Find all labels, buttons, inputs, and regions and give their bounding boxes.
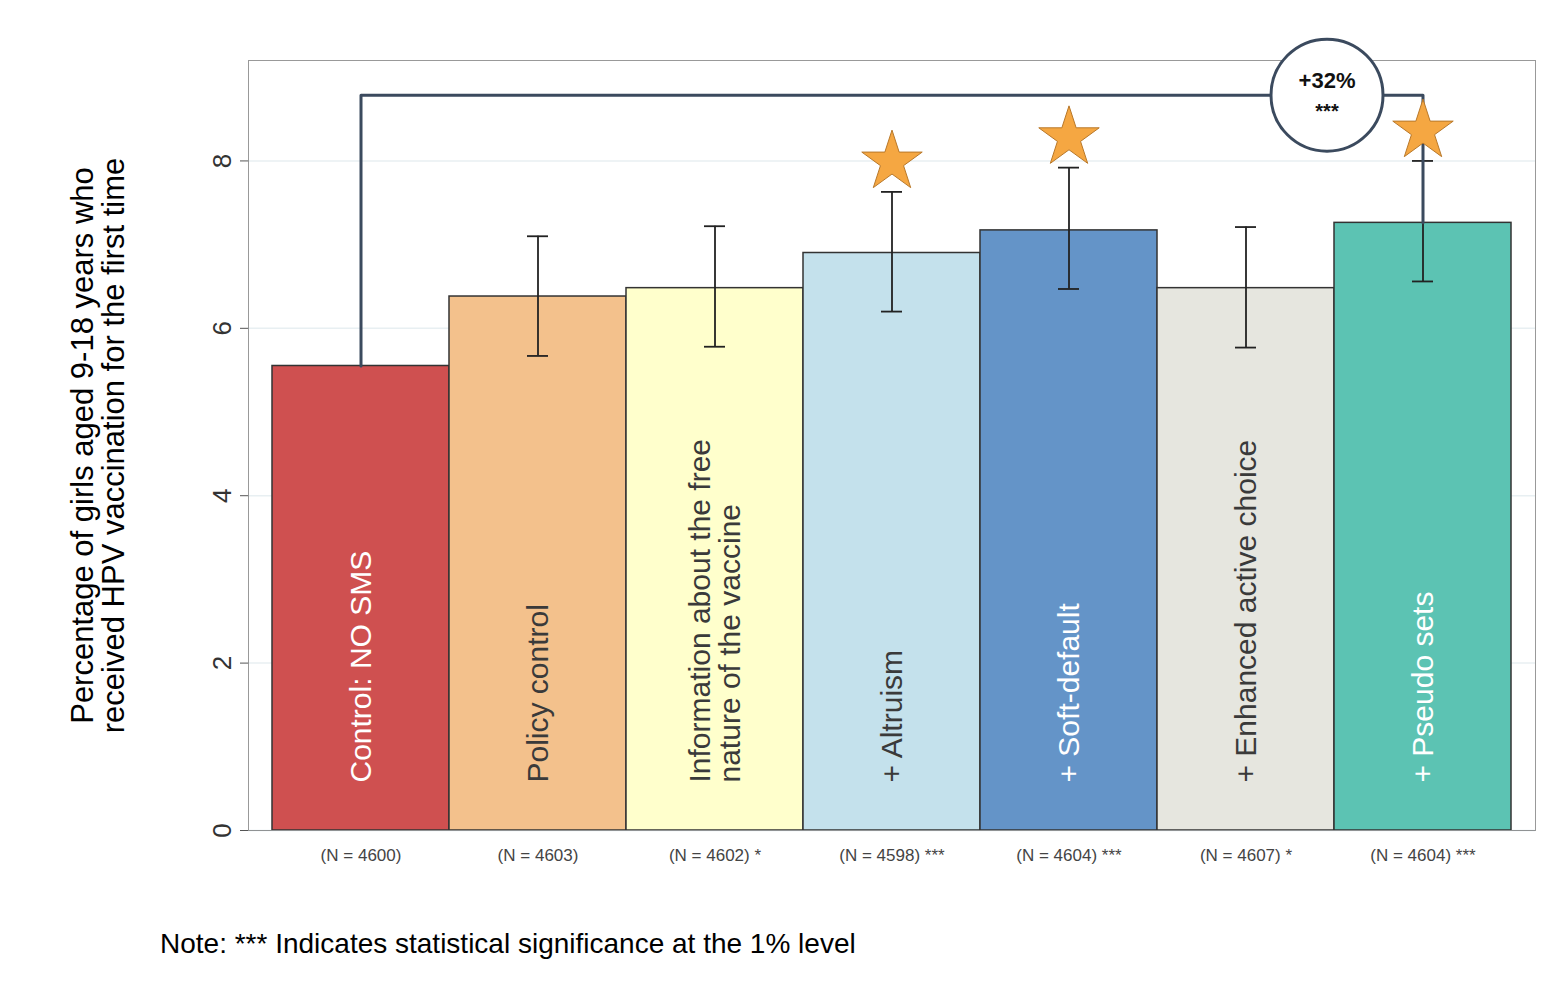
svg-text:Policy control: Policy control — [521, 604, 554, 782]
svg-text:***: *** — [1315, 100, 1339, 122]
svg-text:+ Soft-default: + Soft-default — [1052, 603, 1085, 783]
svg-text:(N = 4600): (N = 4600) — [321, 846, 402, 865]
svg-text:0: 0 — [207, 823, 237, 837]
svg-text:+ Enhanced active choice: + Enhanced active choice — [1229, 440, 1262, 783]
svg-text:Control: NO SMS: Control: NO SMS — [344, 551, 377, 783]
svg-text:(N = 4598) ***: (N = 4598) *** — [839, 846, 945, 865]
svg-text:8: 8 — [207, 154, 237, 168]
svg-text:(N = 4602) *: (N = 4602) * — [669, 846, 762, 865]
svg-text:6: 6 — [207, 321, 237, 335]
svg-text:(N = 4607) *: (N = 4607) * — [1200, 846, 1293, 865]
html-text:Note: *** Indicates statistica: Note: *** Indicates statistical signific… — [160, 928, 856, 959]
svg-text:Information about the freenatu: Information about the freenature of the … — [683, 439, 746, 783]
svg-text:(N = 4603): (N = 4603) — [498, 846, 579, 865]
svg-text:2: 2 — [207, 656, 237, 670]
svg-text:(N = 4604) ***: (N = 4604) *** — [1016, 846, 1122, 865]
svg-text:(N = 4604) ***: (N = 4604) *** — [1370, 846, 1476, 865]
svg-text:+ Pseudo sets: + Pseudo sets — [1406, 592, 1439, 783]
svg-text:+ Altruism: + Altruism — [875, 650, 908, 783]
svg-text:4: 4 — [207, 488, 237, 502]
svg-text:Percentage of girls aged 9-18: Percentage of girls aged 9-18 years whor… — [65, 158, 131, 733]
svg-text:+32%: +32% — [1299, 68, 1356, 93]
